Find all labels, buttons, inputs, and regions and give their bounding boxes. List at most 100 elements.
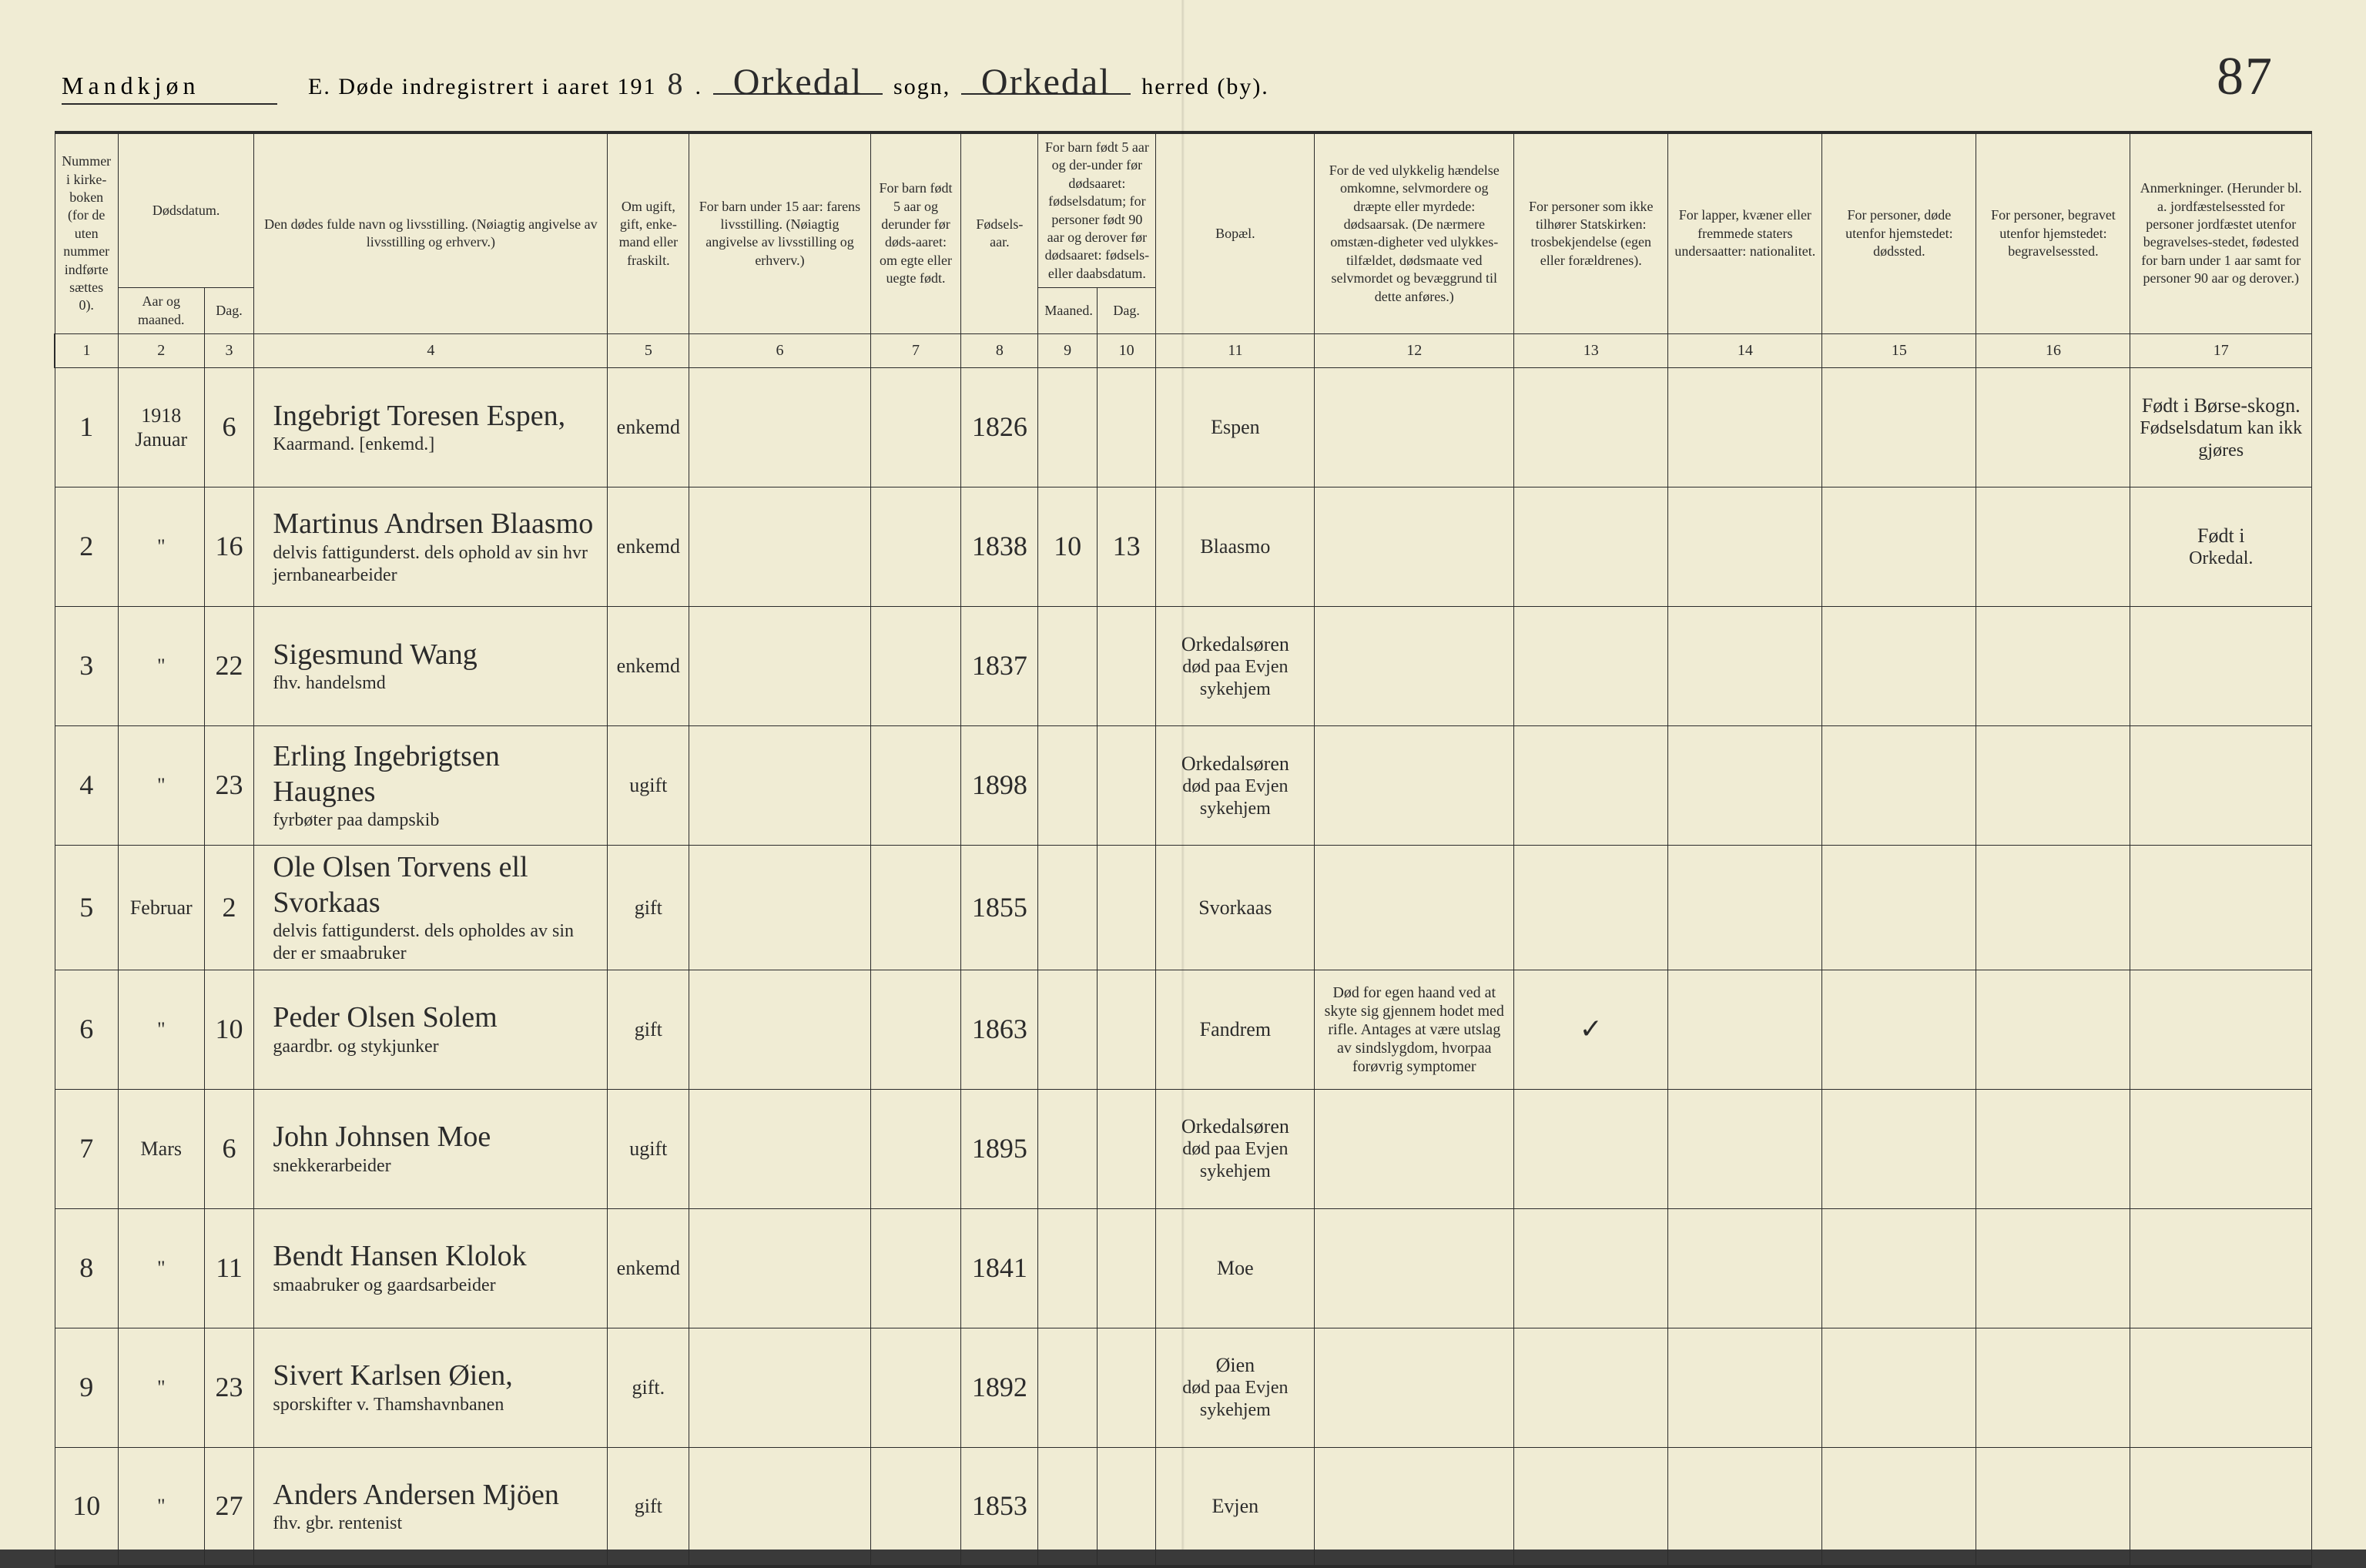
cell <box>1668 487 1822 606</box>
cell <box>870 1447 961 1566</box>
cell: 10 <box>1038 487 1097 606</box>
cell <box>1822 1089 1976 1208</box>
cell <box>1514 1447 1668 1566</box>
cell: Død for egen haand ved at skyte sig gjen… <box>1315 970 1514 1089</box>
col-header-6: For barn under 15 aar: farens livsstilli… <box>689 132 870 333</box>
cell <box>1097 1089 1156 1208</box>
cell <box>1038 725 1097 845</box>
cell <box>1822 845 1976 970</box>
cell: 5 <box>55 845 118 970</box>
cell: 22 <box>204 606 254 725</box>
sogn-value: Orkedal <box>733 62 863 102</box>
col-header-1: Nummer i kirke-boken (for de uten nummer… <box>55 132 118 333</box>
cell <box>1822 1328 1976 1447</box>
cell: 2 <box>55 487 118 606</box>
cell <box>1822 725 1976 845</box>
col-number: 12 <box>1315 333 1514 367</box>
cell: 1898 <box>961 725 1038 845</box>
cell <box>1514 1208 1668 1328</box>
cell: enkemd <box>608 487 689 606</box>
cell <box>1976 606 2130 725</box>
col-header-16: For personer, begravet utenfor hjemstede… <box>1976 132 2130 333</box>
cell <box>1315 845 1514 970</box>
cell <box>870 725 961 845</box>
cell: Sivert Karlsen Øien,sporskifter v. Thams… <box>254 1328 608 1447</box>
cell: 11 <box>204 1208 254 1328</box>
cell: Født i Børse-skogn.Fødselsdatum kan ikk … <box>2130 367 2312 487</box>
cell <box>1097 1447 1156 1566</box>
col-header-8: Fødsels-aar. <box>961 132 1038 333</box>
cell <box>1668 1208 1822 1328</box>
cell <box>2130 1328 2312 1447</box>
cell: Moe <box>1156 1208 1315 1328</box>
cell <box>1097 845 1156 970</box>
cell: Erling Ingebrigtsen Haugnesfyrbøter paa … <box>254 725 608 845</box>
col-header-10: Dag. <box>1097 288 1156 334</box>
herred-label: herred (by). <box>1141 74 1269 100</box>
cell: Orkedalsørendød paa Evjen sykehjem <box>1156 1089 1315 1208</box>
cell: Bendt Hansen Kloloksmaabruker og gaardsa… <box>254 1208 608 1328</box>
col-number: 13 <box>1514 333 1668 367</box>
cell <box>2130 970 2312 1089</box>
cell: 23 <box>204 1328 254 1447</box>
cell <box>1514 725 1668 845</box>
col-header-4: Den dødes fulde navn og livsstilling. (N… <box>254 132 608 333</box>
cell: Februar <box>118 845 204 970</box>
cell: 1892 <box>961 1328 1038 1447</box>
col-header-15: For personer, døde utenfor hjemstedet: d… <box>1822 132 1976 333</box>
cell <box>1038 970 1097 1089</box>
col-number: 14 <box>1668 333 1822 367</box>
cell: Blaasmo <box>1156 487 1315 606</box>
cell: " <box>118 970 204 1089</box>
cell: Født iOrkedal. <box>2130 487 2312 606</box>
cell: gift <box>608 1447 689 1566</box>
cell: 1841 <box>961 1208 1038 1328</box>
cell: Orkedalsørendød paa Evjen sykehjem <box>1156 725 1315 845</box>
cell <box>1514 367 1668 487</box>
cell <box>1038 1447 1097 1566</box>
cell <box>1668 1089 1822 1208</box>
cell: 3 <box>55 606 118 725</box>
cell <box>689 725 870 845</box>
cell <box>870 1208 961 1328</box>
col-number: 3 <box>204 333 254 367</box>
cell <box>1822 970 1976 1089</box>
col-number: 1 <box>55 333 118 367</box>
cell <box>1822 1447 1976 1566</box>
cell: 1837 <box>961 606 1038 725</box>
cell <box>689 1328 870 1447</box>
cell <box>1668 1447 1822 1566</box>
col-number: 6 <box>689 333 870 367</box>
title-prefix: E. Døde indregistrert i aaret 191 <box>308 74 657 100</box>
cell <box>1668 606 1822 725</box>
cell <box>1514 845 1668 970</box>
cell <box>1668 970 1822 1089</box>
cell <box>1038 1208 1097 1328</box>
cell: 6 <box>55 970 118 1089</box>
cell <box>1097 606 1156 725</box>
cell: 10 <box>204 970 254 1089</box>
cell <box>1976 487 2130 606</box>
cell <box>689 1089 870 1208</box>
col-number: 2 <box>118 333 204 367</box>
cell: 6 <box>204 367 254 487</box>
sogn-label: sogn, <box>893 74 950 100</box>
cell <box>2130 1208 2312 1328</box>
year-suffix: 8 <box>668 69 685 99</box>
cell <box>1038 367 1097 487</box>
cell <box>1097 367 1156 487</box>
col-header-12: For de ved ulykkelig hændelse omkomne, s… <box>1315 132 1514 333</box>
cell <box>1097 1208 1156 1328</box>
col-header-5: Om ugift, gift, enke-mand eller fraskilt… <box>608 132 689 333</box>
col-header-2: Aar og maaned. <box>118 288 204 334</box>
cell: 1918 Januar <box>118 367 204 487</box>
cell: 8 <box>55 1208 118 1328</box>
cell <box>1668 1328 1822 1447</box>
col-number: 11 <box>1156 333 1315 367</box>
cell <box>1038 1328 1097 1447</box>
cell <box>870 970 961 1089</box>
cell <box>1038 1089 1097 1208</box>
cell: gift <box>608 970 689 1089</box>
col-number: 8 <box>961 333 1038 367</box>
cell: 1855 <box>961 845 1038 970</box>
